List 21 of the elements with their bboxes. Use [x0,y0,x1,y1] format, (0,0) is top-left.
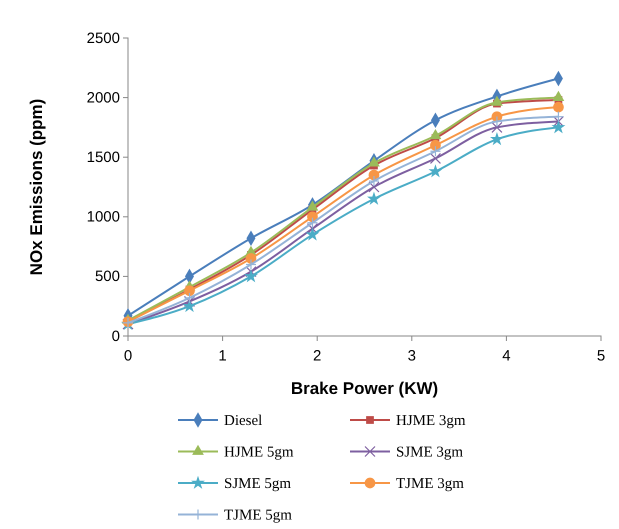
y-tick-label: 0 [112,328,120,345]
y-axis-title: NOx Emissions (ppm) [27,98,46,276]
x-tick-label: 0 [124,348,132,364]
legend-label: HJME 5gm [224,444,294,460]
x-tick-label: 4 [502,348,511,364]
x-tick-label: 2 [313,348,322,364]
y-tick-label: 2000 [86,89,120,106]
legend-label: SJME 5gm [224,476,292,492]
x-axis-title: Brake Power (KW) [290,379,438,398]
legend-label: Diesel [224,413,262,429]
legend-label: TJME 3gm [396,476,464,492]
y-tick-label: 1500 [86,149,120,166]
x-tick-label: 1 [218,348,227,364]
legend-label: HJME 3gm [396,413,466,429]
y-tick-label: 1000 [86,208,120,226]
y-tick-label: 2500 [86,30,120,47]
y-tick-label: 500 [94,268,120,286]
legend-label: TJME 5gm [224,508,292,524]
legend-label: SJME 3gm [396,444,464,460]
x-tick-label: 5 [596,348,606,364]
x-tick-label: 3 [408,348,416,364]
